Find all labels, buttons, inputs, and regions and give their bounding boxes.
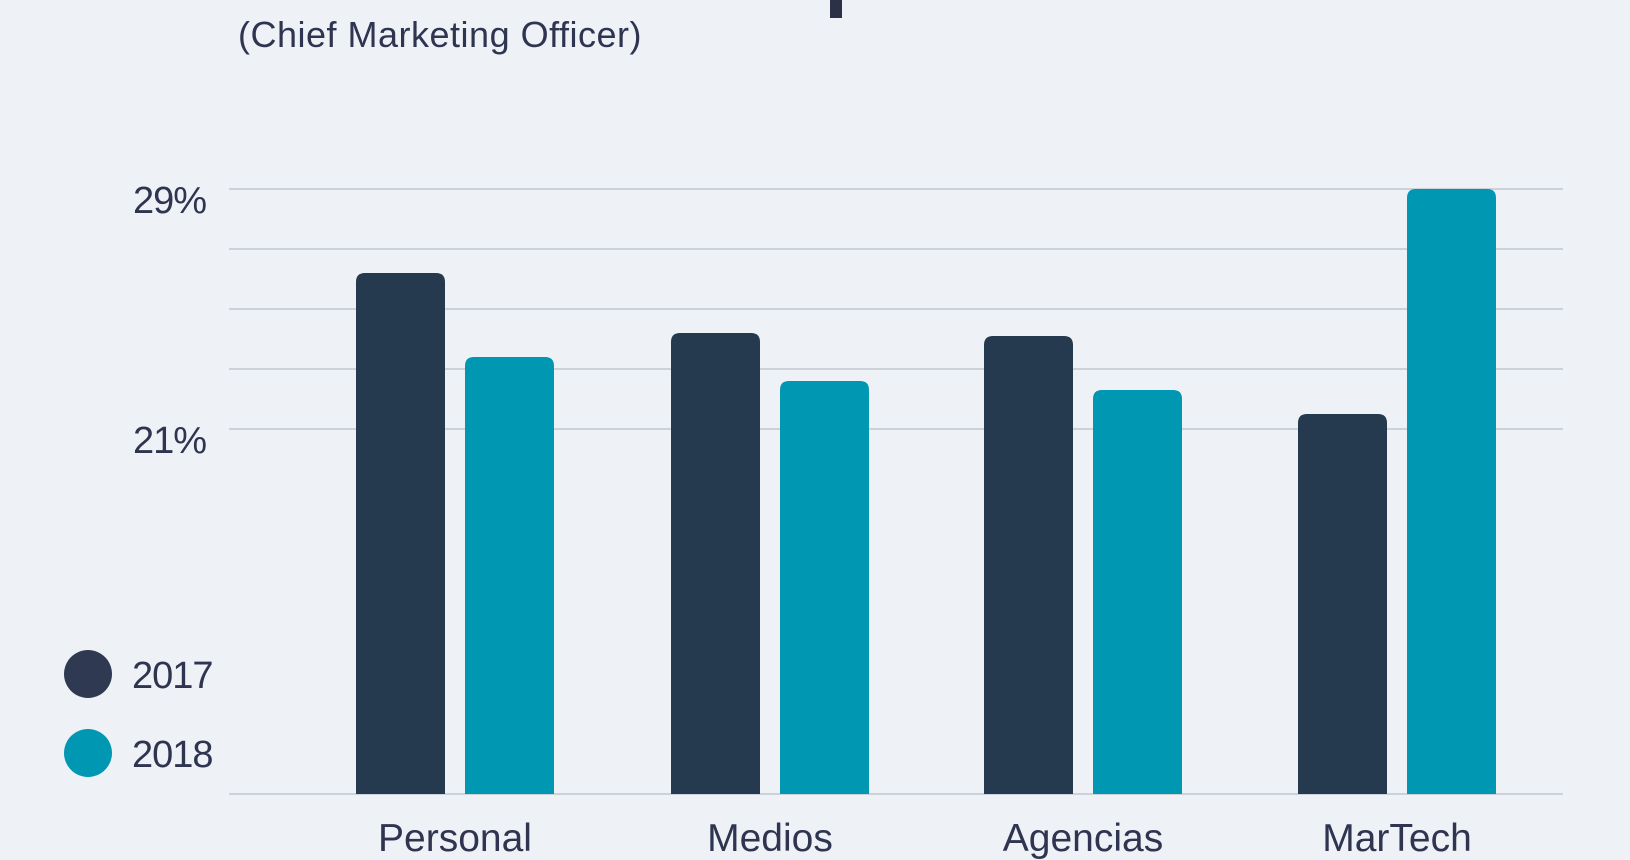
bar-agencias-2018 — [1093, 390, 1182, 794]
bar-agencias-2017 — [984, 336, 1073, 794]
legend-swatch-2018 — [64, 729, 112, 777]
y-tick-label: 21% — [133, 420, 206, 462]
bar-medios-2017 — [671, 333, 760, 794]
bar-medios-2018 — [780, 381, 869, 794]
legend-swatch-2017 — [64, 650, 112, 698]
x-axis-labels: Personal Medios Agencias MarTech — [378, 817, 1472, 860]
x-tick-label-martech: MarTech — [1322, 817, 1472, 860]
gridlines — [229, 188, 1563, 795]
title-fragment — [830, 0, 842, 18]
x-tick-label-personal: Personal — [378, 817, 532, 860]
chart-subtitle: (Chief Marketing Officer) — [238, 14, 642, 55]
y-tick-label: 29% — [133, 180, 206, 222]
bar-martech-2017 — [1298, 414, 1387, 794]
y-axis-ticks: 29% 21% — [133, 180, 207, 462]
legend-label-2018: 2018 — [132, 734, 213, 776]
x-tick-label-agencias: Agencias — [1003, 817, 1163, 860]
legend-label-2017: 2017 — [132, 655, 213, 697]
legend: 2017 2018 — [64, 650, 214, 777]
x-tick-label-medios: Medios — [707, 817, 833, 860]
bar-personal-2017 — [356, 273, 445, 794]
bars — [356, 189, 1496, 794]
bar-personal-2018 — [465, 357, 554, 794]
bar-martech-2018 — [1407, 189, 1496, 794]
